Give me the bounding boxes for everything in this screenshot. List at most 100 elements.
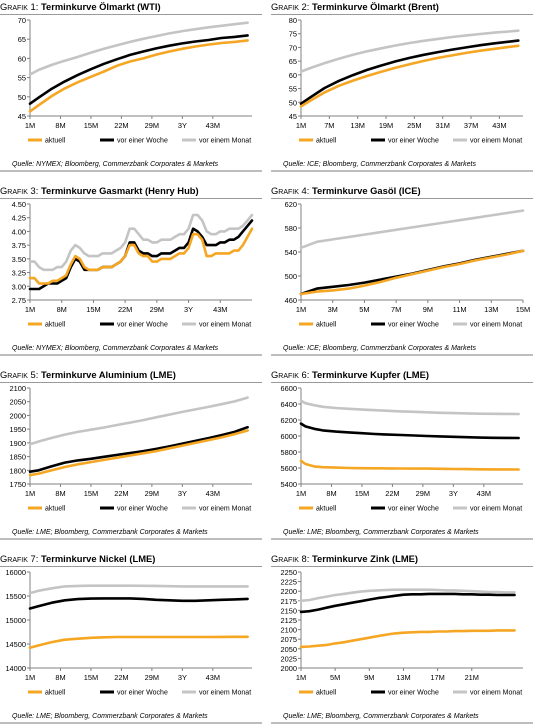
x-tick-label: 1M [296, 121, 306, 130]
x-tick-label: 25M [407, 121, 421, 130]
y-tick-label: 540 [285, 248, 297, 257]
x-tick-label: 9M [364, 673, 374, 682]
bottom-rule [271, 538, 533, 540]
legend-label: aktuell [316, 690, 337, 697]
y-tick-label: 6000 [281, 432, 297, 441]
y-tick-label: 2050 [10, 398, 26, 407]
figure-number: Grafik 7: [0, 553, 39, 564]
y-tick-label: 65 [18, 35, 26, 44]
x-tick-label: 17M [430, 673, 444, 682]
chart-panel-2: Grafik 2: Terminkurve Ölmarkt (Brent) 45 5… [271, 0, 533, 176]
chart-title-text: Terminkurve Nickel (LME) [40, 553, 156, 564]
source-note: Quelle: NYMEX; Bloomberg, Commerzbank Co… [12, 345, 219, 352]
bottom-rule [0, 722, 262, 724]
y-tick-label: 70 [18, 16, 26, 25]
chart-panel-6: Grafik 6: Terminkurve Kupfer (LME) 5400 56… [271, 368, 533, 544]
x-tick-label: 29M [145, 121, 159, 130]
y-tick-label: 5600 [281, 464, 297, 473]
x-tick-label: 37M [464, 121, 478, 130]
y-tick-label: 1850 [10, 453, 26, 462]
y-tick-label: 4.50 [12, 200, 26, 209]
legend-label: vor einer Woche [388, 322, 439, 329]
series-line-monat [299, 588, 516, 603]
series-line-woche [299, 39, 520, 105]
chart-title-text: Terminkurve Aluminium (LME) [40, 369, 176, 380]
series-line-woche [28, 425, 249, 473]
y-tick-label: 60 [18, 54, 26, 63]
source-note: Quelle: ICE; Bloomberg, Commerzbank Corp… [283, 345, 476, 352]
y-tick-label: 6200 [281, 416, 297, 425]
figure-number: Grafik 1: [0, 1, 39, 12]
y-tick-label: 45 [18, 112, 26, 121]
y-tick-label: 5800 [281, 448, 297, 457]
y-tick-label: 14500 [5, 640, 26, 649]
figure-number: Grafik 2: [271, 1, 310, 12]
y-tick-label: 2100 [10, 384, 26, 393]
chart-title: Grafik 1: Terminkurve Ölmarkt (WTI) [0, 1, 161, 12]
y-tick-label: 3.00 [12, 282, 26, 291]
source-note: Quelle: LME; Bloomberg, Commerzbank Corp… [12, 529, 208, 536]
chart-panel-4: Grafik 4: Terminkurve Gasöl (ICE) 460 500 5… [271, 184, 533, 360]
chart-svg: 45 50 55 60 65 70 1M 8M 15M 22M 29M 3Y 43M aktuell vor… [18, 16, 252, 145]
chart-title: Grafik 2: Terminkurve Ölmarkt (Brent) [271, 1, 439, 12]
y-tick-label: 2000 [281, 664, 297, 673]
series-line-monat [28, 396, 249, 446]
chart-panel-3: Grafik 3: Terminkurve Gasmarkt (Henry Hu… [0, 184, 262, 360]
x-tick-label: 5M [359, 305, 369, 314]
legend-label: aktuell [316, 322, 337, 329]
y-tick-label: 3.25 [12, 269, 26, 278]
legend-label: vor einem Monat [470, 138, 522, 145]
x-tick-label: 22M [385, 489, 399, 498]
title-rule [0, 566, 262, 567]
source-note: Quelle: NYMEX; Bloomberg, Commerzbank Co… [12, 161, 219, 168]
legend-label: vor einem Monat [470, 322, 522, 329]
chart-title: Grafik 7: Terminkurve Nickel (LME) [0, 553, 155, 564]
series-line-aktuell [28, 39, 249, 113]
chart-title-text: Terminkurve Ölmarkt (Brent) [311, 1, 439, 12]
x-tick-label: 8M [55, 673, 65, 682]
y-tick-label: 60 [289, 71, 297, 80]
series-line-woche [299, 422, 520, 440]
y-tick-label: 15000 [5, 616, 26, 625]
title-rule [0, 198, 262, 199]
chart-svg: 45 50 55 60 65 70 75 80 1M 7M 13M 19M 25M 31M 37M 43M ak… [289, 16, 523, 145]
x-tick-label: 13M [484, 305, 498, 314]
y-tick-label: 580 [285, 224, 297, 233]
bottom-rule [0, 170, 262, 172]
source-note: Quelle: LME; Bloomberg, Commerzbank Corp… [12, 713, 208, 720]
y-tick-label: 1950 [10, 425, 26, 434]
chart-title-text: Terminkurve Gasöl (ICE) [311, 185, 421, 196]
y-tick-label: 4.00 [12, 227, 26, 236]
series-line-woche [28, 34, 249, 105]
x-tick-label: 15M [516, 305, 530, 314]
legend-label: vor einem Monat [199, 506, 251, 513]
title-rule [271, 14, 533, 15]
y-tick-label: 460 [285, 296, 297, 305]
y-tick-label: 16000 [5, 568, 26, 577]
x-tick-label: 3Y [184, 305, 193, 314]
series-line-monat [28, 21, 249, 76]
y-tick-label: 3.50 [12, 255, 26, 264]
figure-number: Grafik 5: [0, 369, 39, 380]
bottom-rule [271, 170, 533, 172]
chart-title: Grafik 3: Terminkurve Gasmarkt (Henry Hu… [0, 185, 199, 196]
x-tick-label: 3Y [178, 673, 187, 682]
x-tick-label: 3M [328, 305, 338, 314]
y-tick-label: 15500 [5, 592, 26, 601]
title-rule [271, 566, 533, 567]
x-tick-label: 8M [57, 305, 67, 314]
series-line-aktuell [299, 629, 516, 649]
y-tick-label: 4.25 [12, 214, 26, 223]
legend-label: aktuell [45, 506, 66, 513]
x-tick-label: 7M [391, 305, 401, 314]
y-tick-label: 80 [289, 16, 297, 25]
y-tick-label: 1900 [10, 439, 26, 448]
x-tick-label: 29M [145, 673, 159, 682]
chart-title-text: Terminkurve Kupfer (LME) [311, 369, 429, 380]
y-tick-label: 3.75 [12, 241, 26, 250]
x-tick-label: 1M [296, 489, 306, 498]
x-tick-label: 1M [25, 489, 35, 498]
x-tick-label: 13M [350, 121, 364, 130]
y-tick-label: 2200 [281, 587, 297, 596]
y-tick-label: 2225 [281, 578, 297, 587]
